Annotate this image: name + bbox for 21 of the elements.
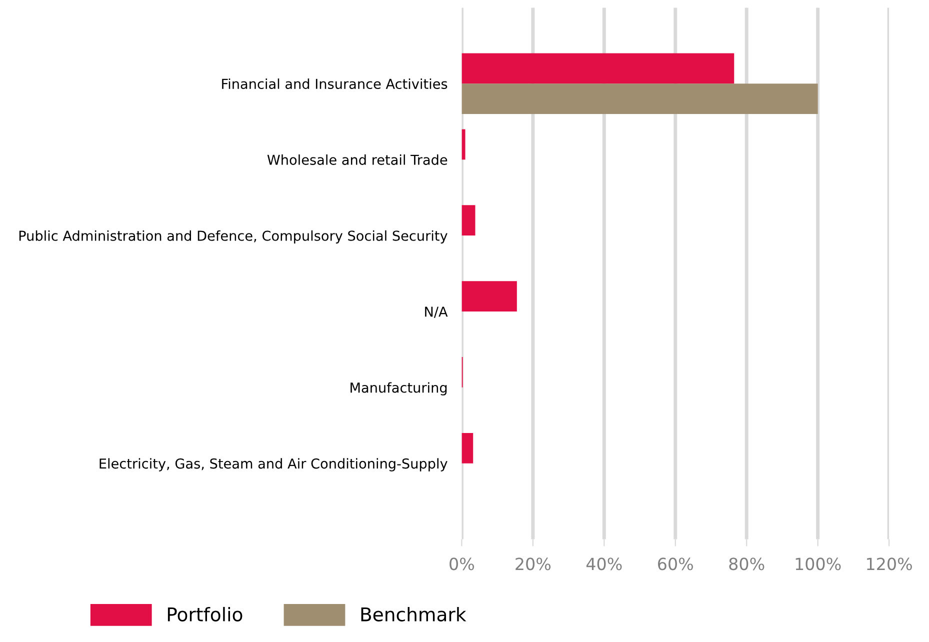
y-tick-label: N/A (425, 306, 448, 318)
x-tick-label: 60% (658, 558, 693, 570)
y-tick-label: Wholesale and retail Trade (267, 154, 448, 165)
y-tick-label: Public Administration and Defence, Compulsory Social Security (19, 230, 448, 244)
bar (462, 281, 517, 312)
y-tick-label: Financial and Insurance Activities (222, 78, 448, 90)
legend-label: Portfolio (168, 606, 242, 622)
x-tick-label: 40% (586, 558, 622, 570)
bar (462, 84, 818, 114)
bar (462, 53, 734, 84)
bar (462, 129, 466, 160)
x-tick-label: 100% (796, 558, 841, 570)
x-tick-label: 20% (516, 558, 551, 570)
bar (462, 205, 476, 236)
legend-label: Benchmark (361, 606, 466, 622)
x-tick-label: 80% (729, 558, 764, 570)
bar (462, 432, 474, 464)
x-tick-label: 0% (450, 558, 474, 570)
x-tick-label: 120% (867, 558, 912, 570)
y-tick-label: Manufacturing (350, 382, 447, 396)
y-tick-label: Electricity, Gas, Steam and Air Conditioning-Supply (100, 458, 448, 472)
